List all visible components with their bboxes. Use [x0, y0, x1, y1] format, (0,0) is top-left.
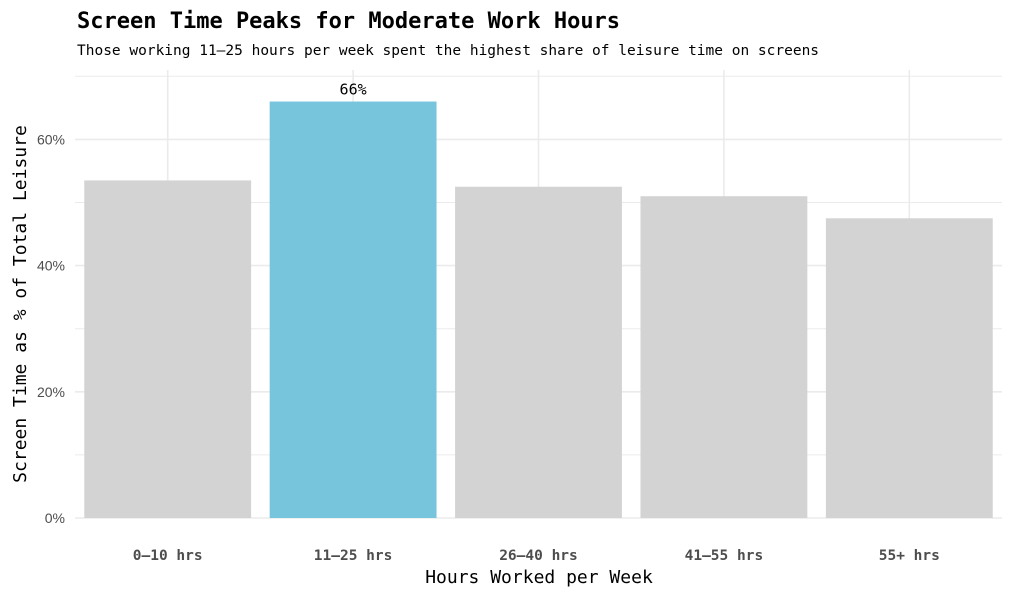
y-axis-ticks: 0% 20% 40% 60%	[37, 131, 65, 526]
bar-3	[455, 186, 622, 518]
x-axis-label: Hours Worked per Week	[425, 567, 653, 588]
bar-4	[640, 196, 808, 518]
bar-1	[84, 180, 252, 518]
y-tick-label: 40%	[37, 258, 65, 274]
data-label: 66%	[340, 81, 367, 99]
y-tick-label: 20%	[37, 384, 65, 400]
bar-2	[269, 101, 437, 519]
x-tick-label: 26–40 hrs	[499, 548, 578, 564]
x-tick-label: 41–55 hrs	[685, 548, 764, 564]
y-axis-label: Screen Time as % of Total Leisure	[10, 125, 31, 483]
chart-title: Screen Time Peaks for Moderate Work Hour…	[77, 9, 620, 34]
y-tick-label: 60%	[37, 131, 65, 147]
data-labels: 66%	[340, 81, 367, 99]
x-tick-label: 0–10 hrs	[133, 548, 203, 564]
x-tick-label: 55+ hrs	[879, 548, 940, 564]
bars	[84, 101, 993, 519]
y-tick-label: 0%	[45, 510, 65, 526]
x-tick-label: 11–25 hrs	[314, 548, 393, 564]
bar-5	[825, 218, 993, 519]
x-axis-ticks: 0–10 hrs 11–25 hrs 26–40 hrs 41–55 hrs 55+ h…	[133, 548, 940, 564]
chart-subtitle: Those working 11–25 hours per week spent…	[77, 43, 819, 59]
